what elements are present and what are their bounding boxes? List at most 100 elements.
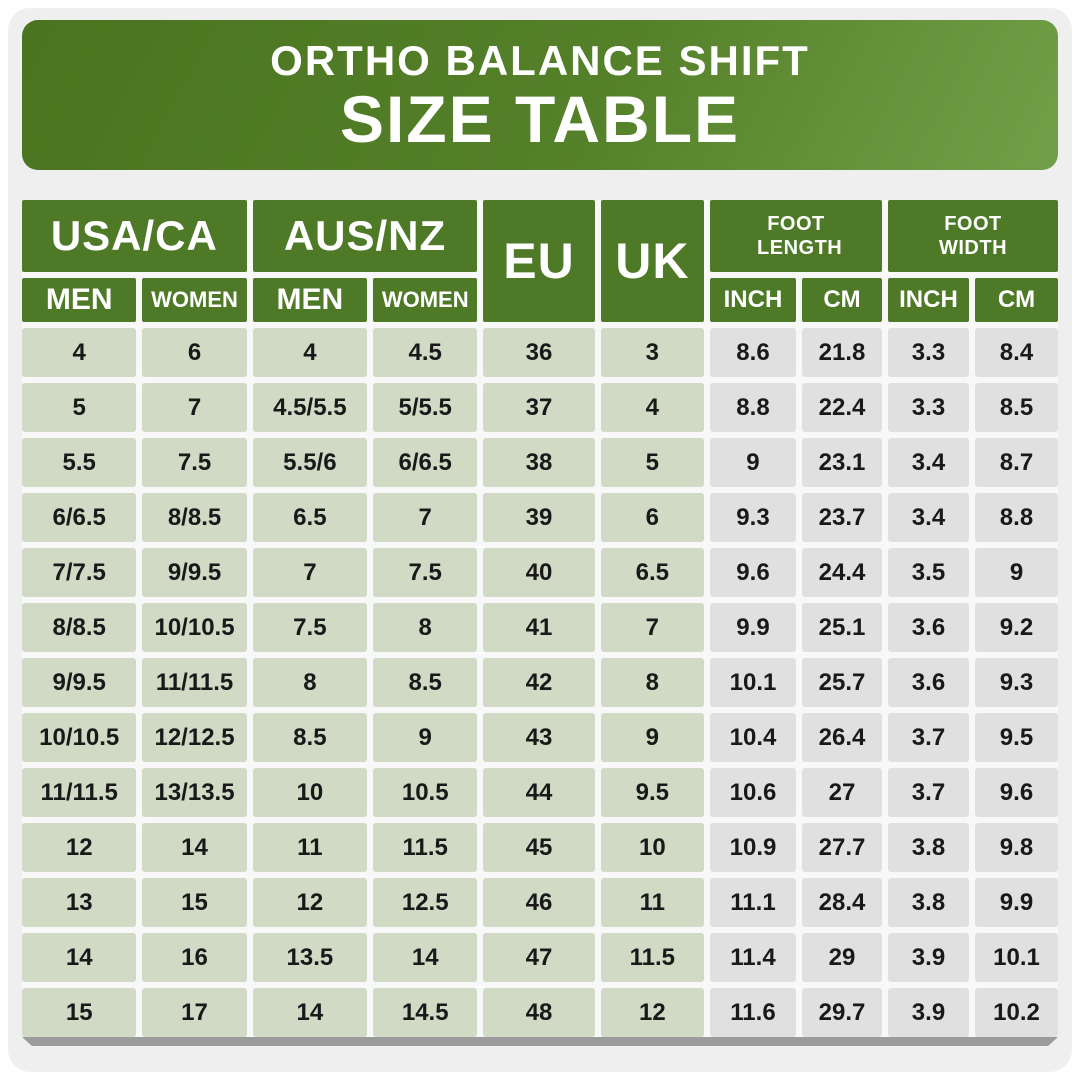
table-cell-r9-c5: 44 xyxy=(483,768,595,817)
table-cell-r13-c3: 14 xyxy=(252,988,368,1037)
table-cell-r3-c1: 5.5 xyxy=(22,438,137,487)
table-cell-r8-c4: 9 xyxy=(373,713,478,762)
table-cell-r2-c2: 7 xyxy=(142,383,247,432)
header-width-cm: CM xyxy=(974,278,1058,322)
table-cell-r13-c9: 3.9 xyxy=(887,988,969,1037)
table-cell-r1-c1: 4 xyxy=(22,328,137,377)
table-cell-r1-c5: 36 xyxy=(483,328,595,377)
header-aus-men: MEN xyxy=(252,278,368,322)
banner-title: ORTHO BALANCE SHIFT xyxy=(270,37,810,85)
header-usa-women: WOMEN xyxy=(142,278,247,322)
table-cell-r12-c3: 13.5 xyxy=(252,933,368,982)
table-cell-r9-c8: 27 xyxy=(802,768,882,817)
table-cell-r5-c1: 7/7.5 xyxy=(22,548,137,597)
header-group-aus-nz: AUS/NZ xyxy=(252,200,478,272)
table-cell-r10-c2: 14 xyxy=(142,823,247,872)
table-cell-r10-c3: 11 xyxy=(252,823,368,872)
table-cell-r5-c2: 9/9.5 xyxy=(142,548,247,597)
table-cell-r6-c3: 7.5 xyxy=(252,603,368,652)
table-cell-r8-c7: 10.4 xyxy=(709,713,797,762)
table-cell-r8-c5: 43 xyxy=(483,713,595,762)
table-cell-r2-c1: 5 xyxy=(22,383,137,432)
table-cell-r10-c4: 11.5 xyxy=(373,823,478,872)
table-cell-r4-c3: 6.5 xyxy=(252,493,368,542)
table-cell-r11-c10: 9.9 xyxy=(974,878,1058,927)
table-cell-r10-c5: 45 xyxy=(483,823,595,872)
table-cell-r7-c10: 9.3 xyxy=(974,658,1058,707)
header-width-inch: INCH xyxy=(887,278,969,322)
table-cell-r10-c1: 12 xyxy=(22,823,137,872)
table-cell-r12-c7: 11.4 xyxy=(709,933,797,982)
table-cell-r5-c5: 40 xyxy=(483,548,595,597)
table-cell-r5-c10: 9 xyxy=(974,548,1058,597)
table-cell-r13-c1: 15 xyxy=(22,988,137,1037)
table-cell-r11-c1: 13 xyxy=(22,878,137,927)
table-cell-r3-c7: 9 xyxy=(709,438,797,487)
title-banner: ORTHO BALANCE SHIFT SIZE TABLE xyxy=(22,20,1058,170)
table-cell-r10-c6: 10 xyxy=(600,823,704,872)
table-cell-r12-c10: 10.1 xyxy=(974,933,1058,982)
header-length-cm: CM xyxy=(802,278,882,322)
table-cell-r12-c5: 47 xyxy=(483,933,595,982)
table-cell-r11-c4: 12.5 xyxy=(373,878,478,927)
table-cell-r6-c10: 9.2 xyxy=(974,603,1058,652)
table-cell-r11-c3: 12 xyxy=(252,878,368,927)
table-cell-r13-c8: 29.7 xyxy=(802,988,882,1037)
table-cell-r13-c7: 11.6 xyxy=(709,988,797,1037)
table-cell-r6-c2: 10/10.5 xyxy=(142,603,247,652)
table-cell-r5-c6: 6.5 xyxy=(600,548,704,597)
table-cell-r11-c8: 28.4 xyxy=(802,878,882,927)
header-group-usa-ca: USA/CA xyxy=(22,200,247,272)
page-background: ORTHO BALANCE SHIFT SIZE TABLE USA/CA AU… xyxy=(8,8,1072,1072)
table-cell-r7-c7: 10.1 xyxy=(709,658,797,707)
table-cell-r13-c6: 12 xyxy=(600,988,704,1037)
table-cell-r3-c2: 7.5 xyxy=(142,438,247,487)
table-cell-r8-c1: 10/10.5 xyxy=(22,713,137,762)
table-cell-r1-c6: 3 xyxy=(600,328,704,377)
table-cell-r7-c8: 25.7 xyxy=(802,658,882,707)
table-cell-r10-c9: 3.8 xyxy=(887,823,969,872)
header-eu: EU xyxy=(483,200,595,322)
table-cell-r12-c4: 14 xyxy=(373,933,478,982)
header-usa-men: MEN xyxy=(22,278,137,322)
table-cell-r11-c2: 15 xyxy=(142,878,247,927)
header-group-foot-width: FOOT WIDTH xyxy=(887,200,1058,272)
table-cell-r9-c4: 10.5 xyxy=(373,768,478,817)
table-cell-r9-c6: 9.5 xyxy=(600,768,704,817)
table-cell-r4-c8: 23.7 xyxy=(802,493,882,542)
table-cell-r12-c2: 16 xyxy=(142,933,247,982)
table-cell-r6-c5: 41 xyxy=(483,603,595,652)
table-cell-r1-c10: 8.4 xyxy=(974,328,1058,377)
table-cell-r13-c2: 17 xyxy=(142,988,247,1037)
table-cell-r7-c3: 8 xyxy=(252,658,368,707)
table-cell-r6-c9: 3.6 xyxy=(887,603,969,652)
table-cell-r5-c7: 9.6 xyxy=(709,548,797,597)
table-cell-r3-c6: 5 xyxy=(600,438,704,487)
table-cell-r5-c3: 7 xyxy=(252,548,368,597)
table-cell-r2-c5: 37 xyxy=(483,383,595,432)
table-cell-r2-c8: 22.4 xyxy=(802,383,882,432)
table-cell-r4-c4: 7 xyxy=(373,493,478,542)
table-cell-r7-c5: 42 xyxy=(483,658,595,707)
table-cell-r4-c6: 6 xyxy=(600,493,704,542)
table-cell-r5-c8: 24.4 xyxy=(802,548,882,597)
table-cell-r8-c9: 3.7 xyxy=(887,713,969,762)
table-cell-r8-c2: 12/12.5 xyxy=(142,713,247,762)
table-cell-r3-c3: 5.5/6 xyxy=(252,438,368,487)
table-cell-r9-c3: 10 xyxy=(252,768,368,817)
table-cell-r2-c7: 8.8 xyxy=(709,383,797,432)
header-foot-width-label: FOOT WIDTH xyxy=(938,213,1008,259)
table-cell-r8-c8: 26.4 xyxy=(802,713,882,762)
table-cell-r9-c7: 10.6 xyxy=(709,768,797,817)
header-uk: UK xyxy=(600,200,704,322)
table-cell-r6-c6: 7 xyxy=(600,603,704,652)
table-cell-r12-c6: 11.5 xyxy=(600,933,704,982)
table-cell-r1-c2: 6 xyxy=(142,328,247,377)
header-group-foot-length: FOOT LENGTH xyxy=(709,200,882,272)
table-cell-r4-c2: 8/8.5 xyxy=(142,493,247,542)
size-table: USA/CA AUS/NZ EU UK FOOT LENGTH FOOT WID… xyxy=(22,200,1058,1037)
table-cell-r8-c3: 8.5 xyxy=(252,713,368,762)
table-cell-r2-c6: 4 xyxy=(600,383,704,432)
table-cell-r4-c10: 8.8 xyxy=(974,493,1058,542)
table-cell-r3-c5: 38 xyxy=(483,438,595,487)
